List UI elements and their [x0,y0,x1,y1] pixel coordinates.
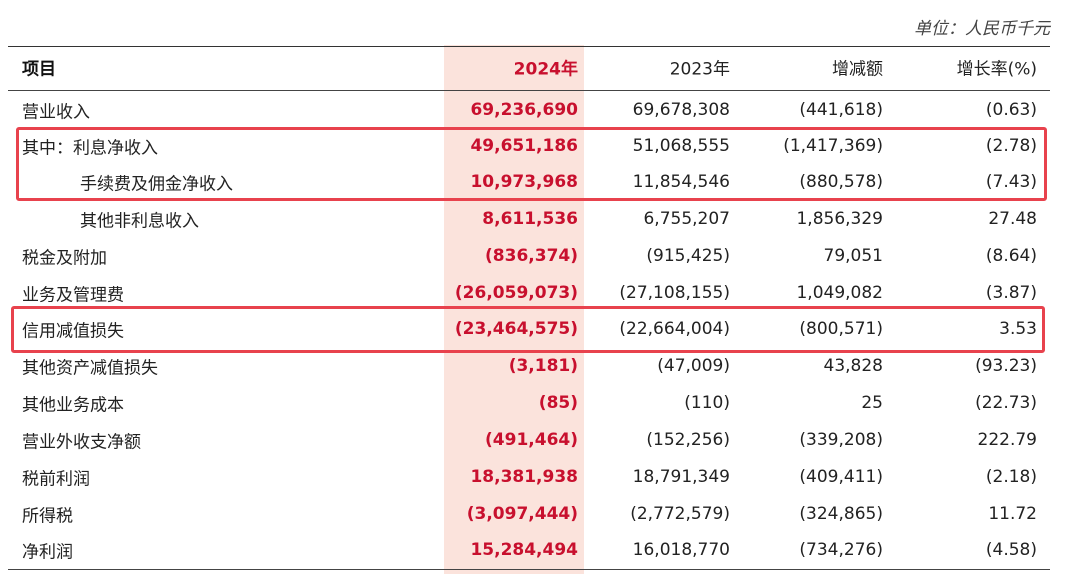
table-row-credit-impairment-losses: 信用减值损失 (23,464,575) (22,664,004) (800,57… [0,311,1080,347]
row-label: 所得税 [22,506,73,527]
cell-rate: 222.79 [977,430,1037,450]
cell-rate: (93.23) [975,356,1037,376]
cell-change: (1,417,369) [783,136,883,156]
cell-2024: (26,059,073) [454,283,578,303]
header-2023: 2023年 [669,59,730,80]
row-label: 税前利润 [22,469,90,490]
row-label: 其他非利息收入 [80,211,199,232]
cell-change: 1,049,082 [796,283,883,303]
table-row-other-business-costs: 其他业务成本 (85) (110) 25 (22.73) [0,385,1080,421]
cell-2024: 8,611,536 [482,209,578,229]
cell-change: 79,051 [823,246,883,266]
cell-2024: 10,973,968 [470,172,578,192]
cell-rate: 3.53 [999,319,1037,339]
header-change: 增减额 [832,59,883,80]
table-row-net-interest-income: 其中：利息净收入 49,651,186 51,068,555 (1,417,36… [0,128,1080,164]
table-row-net-fee-commission-income: 手续费及佣金净收入 10,973,968 11,854,546 (880,578… [0,164,1080,200]
cell-rate: (4.58) [985,540,1037,560]
table-row-income-tax: 所得税 (3,097,444) (2,772,579) (324,865) 11… [0,496,1080,532]
row-label: 营业外收支净额 [22,432,141,453]
row-label: 其他业务成本 [22,395,124,416]
cell-2024: (3,097,444) [466,504,578,524]
cell-2023: (152,256) [646,430,730,450]
cell-2023: (2,772,579) [630,504,730,524]
table-row-operating-income: 营业收入 69,236,690 69,678,308 (441,618) (0.… [0,92,1080,128]
cell-change: (324,865) [799,504,883,524]
row-label: 税金及附加 [22,248,107,269]
table-row-net-profit: 净利润 15,284,494 16,018,770 (734,276) (4.5… [0,532,1080,568]
cell-2024: (3,181) [508,356,578,376]
highlight-column-2024 [444,45,584,574]
cell-change: (800,571) [799,319,883,339]
table-row-admin-expenses: 业务及管理费 (26,059,073) (27,108,155) 1,049,0… [0,275,1080,311]
table-header: 项目 2024年 2023年 增减额 增长率(%) [0,49,1080,85]
cell-2024: (836,374) [485,246,578,266]
cell-2023: 18,791,349 [632,467,730,487]
cell-rate: (2.18) [985,467,1037,487]
table-row-non-operating-net: 营业外收支净额 (491,464) (152,256) (339,208) 22… [0,422,1080,458]
cell-2023: 51,068,555 [632,136,730,156]
cell-change: (409,411) [799,467,883,487]
table-row-other-non-interest-income: 其他非利息收入 8,611,536 6,755,207 1,856,329 27… [0,201,1080,237]
unit-note: 单位：人民币千元 [914,19,1050,39]
cell-change: (734,276) [799,540,883,560]
cell-change: (339,208) [799,430,883,450]
cell-2024: 69,236,690 [470,100,578,120]
cell-2023: 16,018,770 [632,540,730,560]
cell-2024: (491,464) [485,430,578,450]
cell-change: 25 [861,393,883,413]
cell-rate: (22.73) [975,393,1037,413]
table-header-rule [8,90,1050,91]
header-rate: 增长率(%) [956,59,1037,80]
cell-2024: 15,284,494 [470,540,578,560]
cell-rate: (3.87) [985,283,1037,303]
cell-rate: (7.43) [985,172,1037,192]
row-label: 信用减值损失 [22,321,124,342]
cell-rate: (8.64) [985,246,1037,266]
cell-change: (441,618) [799,100,883,120]
header-item: 项目 [22,59,56,80]
cell-2023: (47,009) [657,356,730,376]
table-bottom-rule [8,569,1050,570]
annotation-box-income-breakdown [16,127,1047,201]
row-label: 营业收入 [22,102,90,123]
annotation-box-credit-impairment [11,306,1045,353]
cell-rate: (0.63) [985,100,1037,120]
header-2024: 2024年 [513,59,578,80]
row-label: 其他资产减值损失 [22,358,158,379]
cell-2023: 69,678,308 [632,100,730,120]
cell-change: (880,578) [799,172,883,192]
cell-2024: (85) [538,393,578,413]
row-label: 业务及管理费 [22,285,124,306]
table-row-taxes-surcharges: 税金及附加 (836,374) (915,425) 79,051 (8.64) [0,238,1080,274]
row-label: 其中：利息净收入 [22,138,158,159]
table-row-other-asset-impairment: 其他资产减值损失 (3,181) (47,009) 43,828 (93.23) [0,348,1080,384]
row-label: 净利润 [22,542,73,563]
cell-2024: 18,381,938 [470,467,578,487]
cell-rate: 27.48 [988,209,1037,229]
cell-2023: (110) [684,393,730,413]
cell-2024: 49,651,186 [470,136,578,156]
cell-2023: (22,664,004) [619,319,730,339]
cell-rate: (2.78) [985,136,1037,156]
cell-2024: (23,464,575) [454,319,578,339]
table-top-rule [8,46,1050,47]
cell-2023: 6,755,207 [643,209,730,229]
cell-2023: (915,425) [646,246,730,266]
cell-2023: (27,108,155) [619,283,730,303]
cell-change: 43,828 [823,356,883,376]
cell-rate: 11.72 [988,504,1037,524]
table-row-pre-tax-profit: 税前利润 18,381,938 18,791,349 (409,411) (2.… [0,459,1080,495]
row-label: 手续费及佣金净收入 [80,174,233,195]
cell-change: 1,856,329 [796,209,883,229]
cell-2023: 11,854,546 [632,172,730,192]
